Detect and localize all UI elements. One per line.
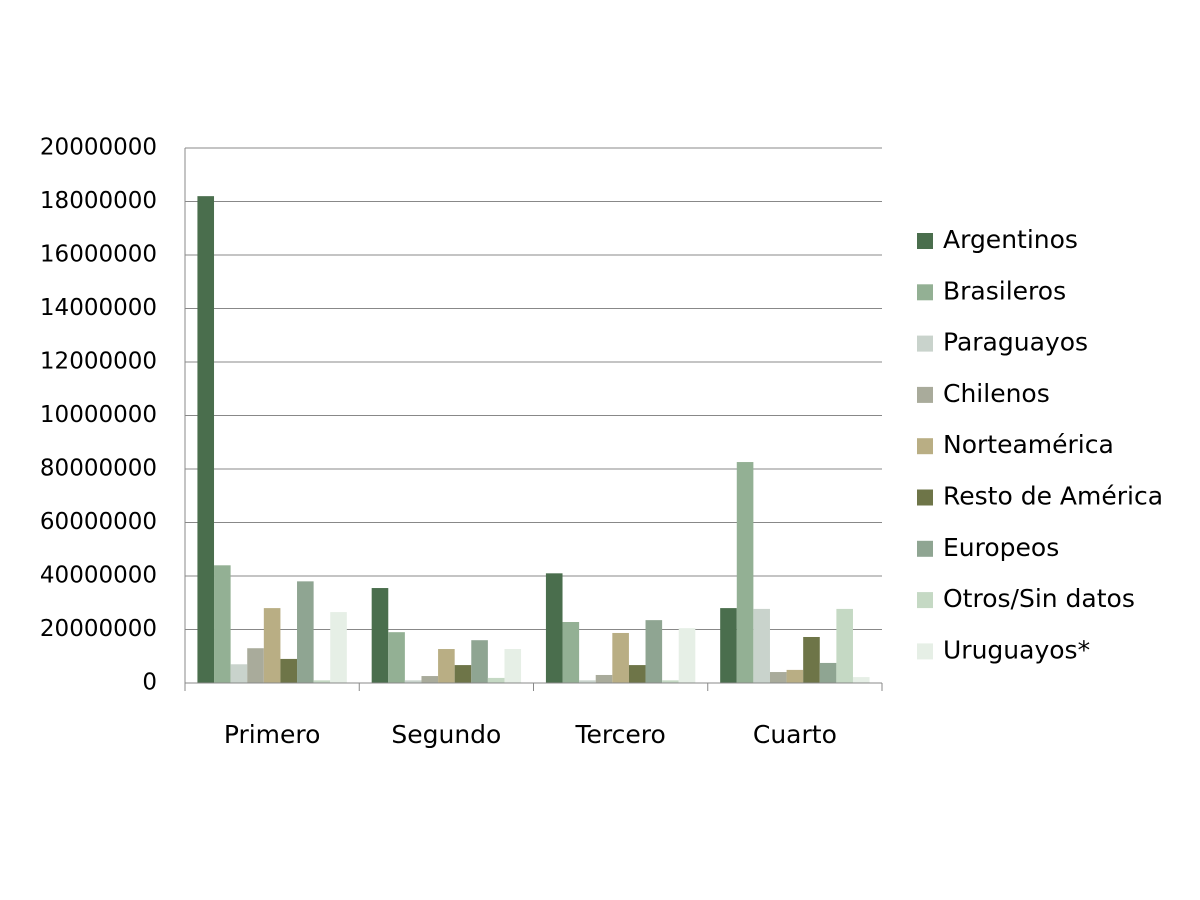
legend-label: Argentinos xyxy=(943,225,1078,254)
bar xyxy=(263,608,281,683)
bar xyxy=(819,662,837,683)
bar xyxy=(678,628,696,683)
bar xyxy=(720,608,737,683)
bar xyxy=(579,680,596,683)
y-tick-label: 18000000 xyxy=(40,188,157,214)
bar xyxy=(313,680,331,683)
bar xyxy=(371,588,389,683)
bar xyxy=(297,581,314,683)
legend-label: Resto de América xyxy=(943,482,1163,511)
x-tick-label: Segundo xyxy=(391,720,501,749)
bar xyxy=(388,632,405,683)
bar xyxy=(628,665,646,683)
legend-swatch xyxy=(917,540,933,557)
bar xyxy=(612,632,629,683)
bar xyxy=(662,680,679,683)
bar xyxy=(438,649,455,683)
legend-label: Uruguayos* xyxy=(943,635,1090,664)
legend-label: Otros/Sin datos xyxy=(943,584,1135,613)
bar xyxy=(852,677,870,683)
legend-swatch xyxy=(917,233,933,249)
legend-label: Norteamérica xyxy=(943,430,1114,459)
bar xyxy=(280,658,298,683)
bar xyxy=(421,676,439,683)
bar xyxy=(836,608,853,683)
legend-label: Paraguayos xyxy=(943,328,1088,357)
legend-label: Europeos xyxy=(943,533,1059,562)
legend-label: Brasileros xyxy=(943,276,1066,305)
y-tick-label: 80000000 xyxy=(40,456,157,482)
bar xyxy=(230,664,248,683)
x-tick-label: Primero xyxy=(224,720,321,749)
bar xyxy=(562,622,580,683)
legend-label: Chilenos xyxy=(943,379,1050,408)
bar xyxy=(487,677,505,683)
bar xyxy=(330,612,347,683)
bar xyxy=(247,648,264,683)
bar xyxy=(736,462,754,683)
bar xyxy=(404,680,422,683)
y-tick-label: 40000000 xyxy=(40,563,157,589)
y-tick-label: 12000000 xyxy=(40,349,157,375)
legend-swatch xyxy=(917,335,933,352)
x-tick-label: Cuarto xyxy=(753,720,837,749)
bar xyxy=(504,649,522,683)
bar xyxy=(545,573,563,683)
legend-swatch xyxy=(917,386,933,403)
y-tick-label: 16000000 xyxy=(40,242,157,268)
bar xyxy=(471,640,488,683)
y-tick-label: 60000000 xyxy=(40,509,157,535)
bar xyxy=(803,636,820,683)
bar xyxy=(214,565,231,683)
bar xyxy=(454,665,472,683)
bar xyxy=(769,672,787,683)
legend-swatch xyxy=(917,438,933,455)
bar xyxy=(595,674,613,683)
bar xyxy=(786,669,804,683)
y-tick-label: 0 xyxy=(142,670,157,696)
legend-swatch xyxy=(917,489,933,506)
legend-swatch xyxy=(917,643,933,660)
y-tick-label: 20000000 xyxy=(40,135,157,161)
y-tick-label: 14000000 xyxy=(40,295,157,321)
y-tick-label: 20000000 xyxy=(40,616,157,642)
legend-swatch xyxy=(917,284,933,301)
bar xyxy=(197,196,215,683)
bar xyxy=(753,608,770,683)
y-tick-label: 10000000 xyxy=(40,402,157,428)
legend-swatch xyxy=(917,592,933,609)
x-tick-label: Tercero xyxy=(574,720,665,749)
bar xyxy=(645,620,663,683)
